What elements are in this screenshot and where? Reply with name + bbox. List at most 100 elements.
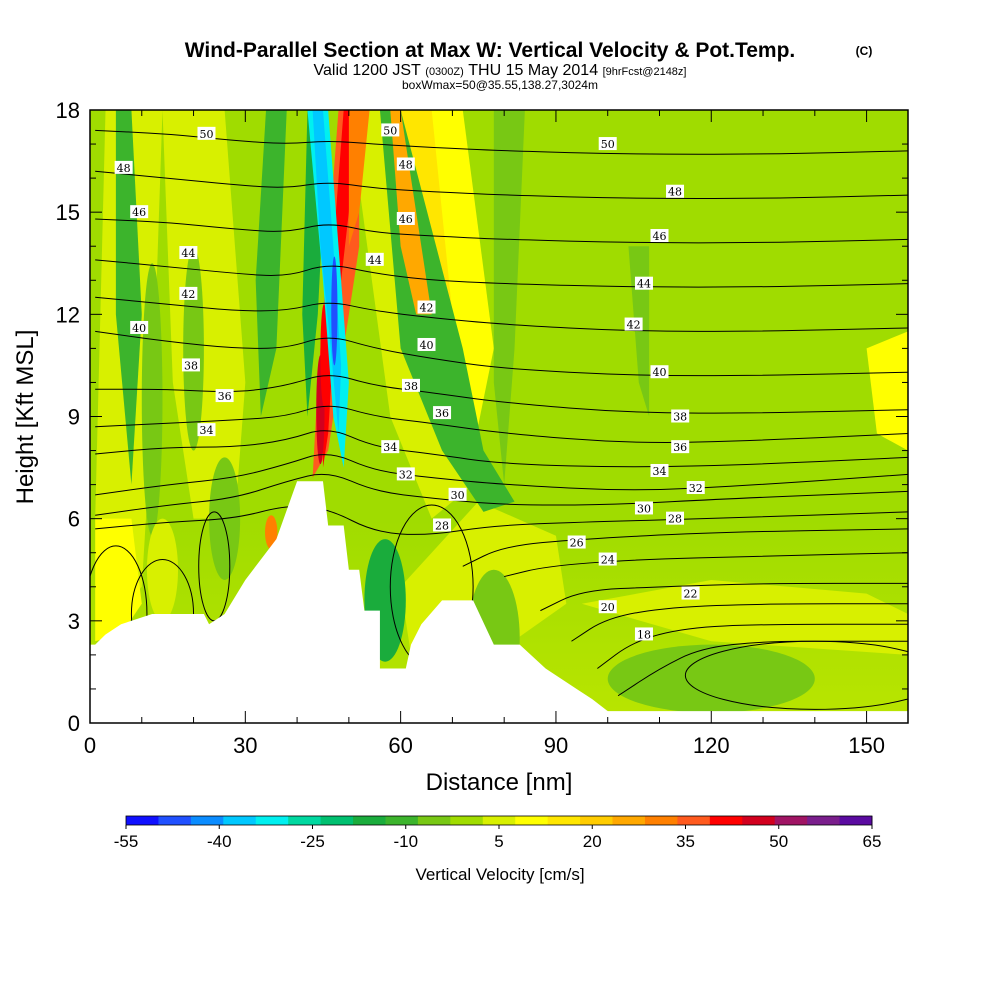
theta-contour-48: [95, 170, 908, 200]
contour-label-text: 34: [199, 424, 213, 437]
x-tick-label: 150: [848, 733, 885, 758]
contour-label-text: 30: [637, 502, 651, 515]
field-region: [95, 518, 142, 642]
contour-label-bg: [598, 552, 617, 566]
colorbar-swatch: [190, 816, 224, 825]
subtitle-zulu: (0300Z): [425, 66, 464, 78]
contour-label: 32: [396, 467, 415, 481]
contour-label: 20: [598, 600, 617, 614]
contour-label-bg: [181, 358, 200, 372]
contour-label-bg: [686, 481, 705, 495]
field-downdraft-core: [331, 256, 338, 366]
contour-label-text: 46: [652, 230, 666, 243]
subtitle-valid: Valid 1200 JST: [314, 62, 422, 79]
contour-label-text: 42: [627, 319, 641, 332]
x-tick-label: 120: [693, 733, 730, 758]
colorbar-swatch: [547, 816, 581, 825]
contour-label-text: 18: [637, 628, 651, 641]
contour-label-bg: [179, 286, 198, 300]
contour-label: 36: [433, 406, 452, 420]
contour-label: 18: [634, 627, 653, 641]
contour-label-bg: [197, 423, 216, 437]
contour-label-bg: [598, 600, 617, 614]
contour-label: 48: [114, 160, 133, 175]
contour-label: 44: [179, 246, 198, 260]
contour-label-text: 40: [652, 366, 666, 379]
contour-label-text: 34: [652, 465, 666, 478]
contour-label-text: 38: [184, 359, 198, 372]
theta-contour-44: [95, 259, 908, 288]
contour-label: 32: [686, 481, 705, 495]
theta-contour-36: [95, 405, 908, 443]
contour-label-bg: [396, 157, 415, 171]
y-tick-label: 6: [68, 507, 80, 532]
colorbar-tick-label: 20: [583, 832, 602, 851]
contour-label: 24: [598, 552, 617, 567]
contour-label-bg: [417, 300, 436, 314]
theta-contour-cell: [684, 640, 908, 710]
chart-title: Wind-Parallel Section at Max W: Vertical…: [185, 39, 796, 62]
colorbar-swatch: [353, 816, 386, 825]
field-blob: [146, 518, 179, 621]
colorbar-swatch: [126, 816, 159, 825]
contour-label: 38: [181, 358, 200, 372]
contour-label: 30: [634, 501, 653, 515]
x-axis-title: Distance [nm]: [426, 769, 573, 796]
contour-label-bg: [650, 463, 669, 477]
contour-label-bg: [671, 440, 690, 454]
subtitle-date: THU 15 May 2014: [468, 62, 598, 79]
contour-label: 50: [381, 123, 400, 137]
contour-label: 42: [417, 300, 436, 315]
colorbar-swatch: [417, 816, 451, 825]
contour-label: 22: [681, 586, 700, 601]
colorbar-swatch: [677, 816, 711, 825]
colorbar-tick-label: -40: [207, 832, 232, 851]
contour-labels: 50 50 50 48 48 48 46 46 46 44 44 44 42 42 42 40 40 40 38 38…: [114, 123, 705, 641]
contour-label: 42: [624, 317, 643, 332]
terrain-fill: [90, 481, 908, 723]
contour-label-text: 46: [132, 206, 146, 219]
colorbar-swatch: [288, 816, 322, 825]
contour-label: 28: [666, 511, 685, 526]
contour-label-bg: [624, 317, 643, 331]
contour-label-bg: [179, 246, 198, 260]
contour-label: 34: [650, 463, 669, 478]
colorbar-swatch: [742, 816, 776, 825]
colorbar-swatch: [223, 816, 257, 825]
chart-subtitle-2: boxWmax=50@35.55,138.27,3024m: [402, 78, 598, 92]
contour-label: 50: [598, 137, 617, 151]
contour-label: 44: [365, 252, 384, 267]
contour-label: 40: [130, 320, 149, 335]
terrain-mask: [90, 481, 908, 723]
contour-label-text: 22: [684, 588, 698, 601]
y-tick-label: 18: [56, 98, 80, 123]
field-region: [581, 579, 908, 655]
contour-label: 40: [417, 337, 436, 352]
contour-label-text: 48: [668, 186, 682, 199]
field-plume: [348, 110, 370, 247]
contour-label-bg: [130, 205, 149, 219]
field-plume-core: [320, 304, 328, 407]
contour-label-text: 28: [668, 513, 682, 526]
contour-label-bg: [567, 535, 586, 549]
contour-label-bg: [650, 365, 669, 379]
contour-label: 36: [215, 389, 234, 403]
contour-label-bg: [130, 320, 149, 334]
contour-label-text: 26: [570, 537, 584, 550]
chart-title-mark: (C): [856, 44, 873, 58]
contour-label-text: 44: [181, 247, 195, 260]
contour-label-bg: [433, 518, 452, 532]
theta-contour-32: [95, 454, 908, 496]
x-tick-label: 0: [84, 733, 96, 758]
contour-label-text: 38: [673, 411, 687, 424]
contour-label-text: 48: [399, 158, 413, 171]
colorbar-swatch: [482, 816, 516, 825]
contour-label-text: 42: [181, 288, 195, 301]
field-region: [115, 110, 142, 485]
contour-label-bg: [650, 229, 669, 243]
contour-label-text: 32: [689, 482, 703, 495]
theta-contour-28: [95, 505, 908, 535]
colorbar-swatch: [255, 816, 289, 825]
x-axis: 0 30 60 90 120 150: [84, 110, 885, 758]
